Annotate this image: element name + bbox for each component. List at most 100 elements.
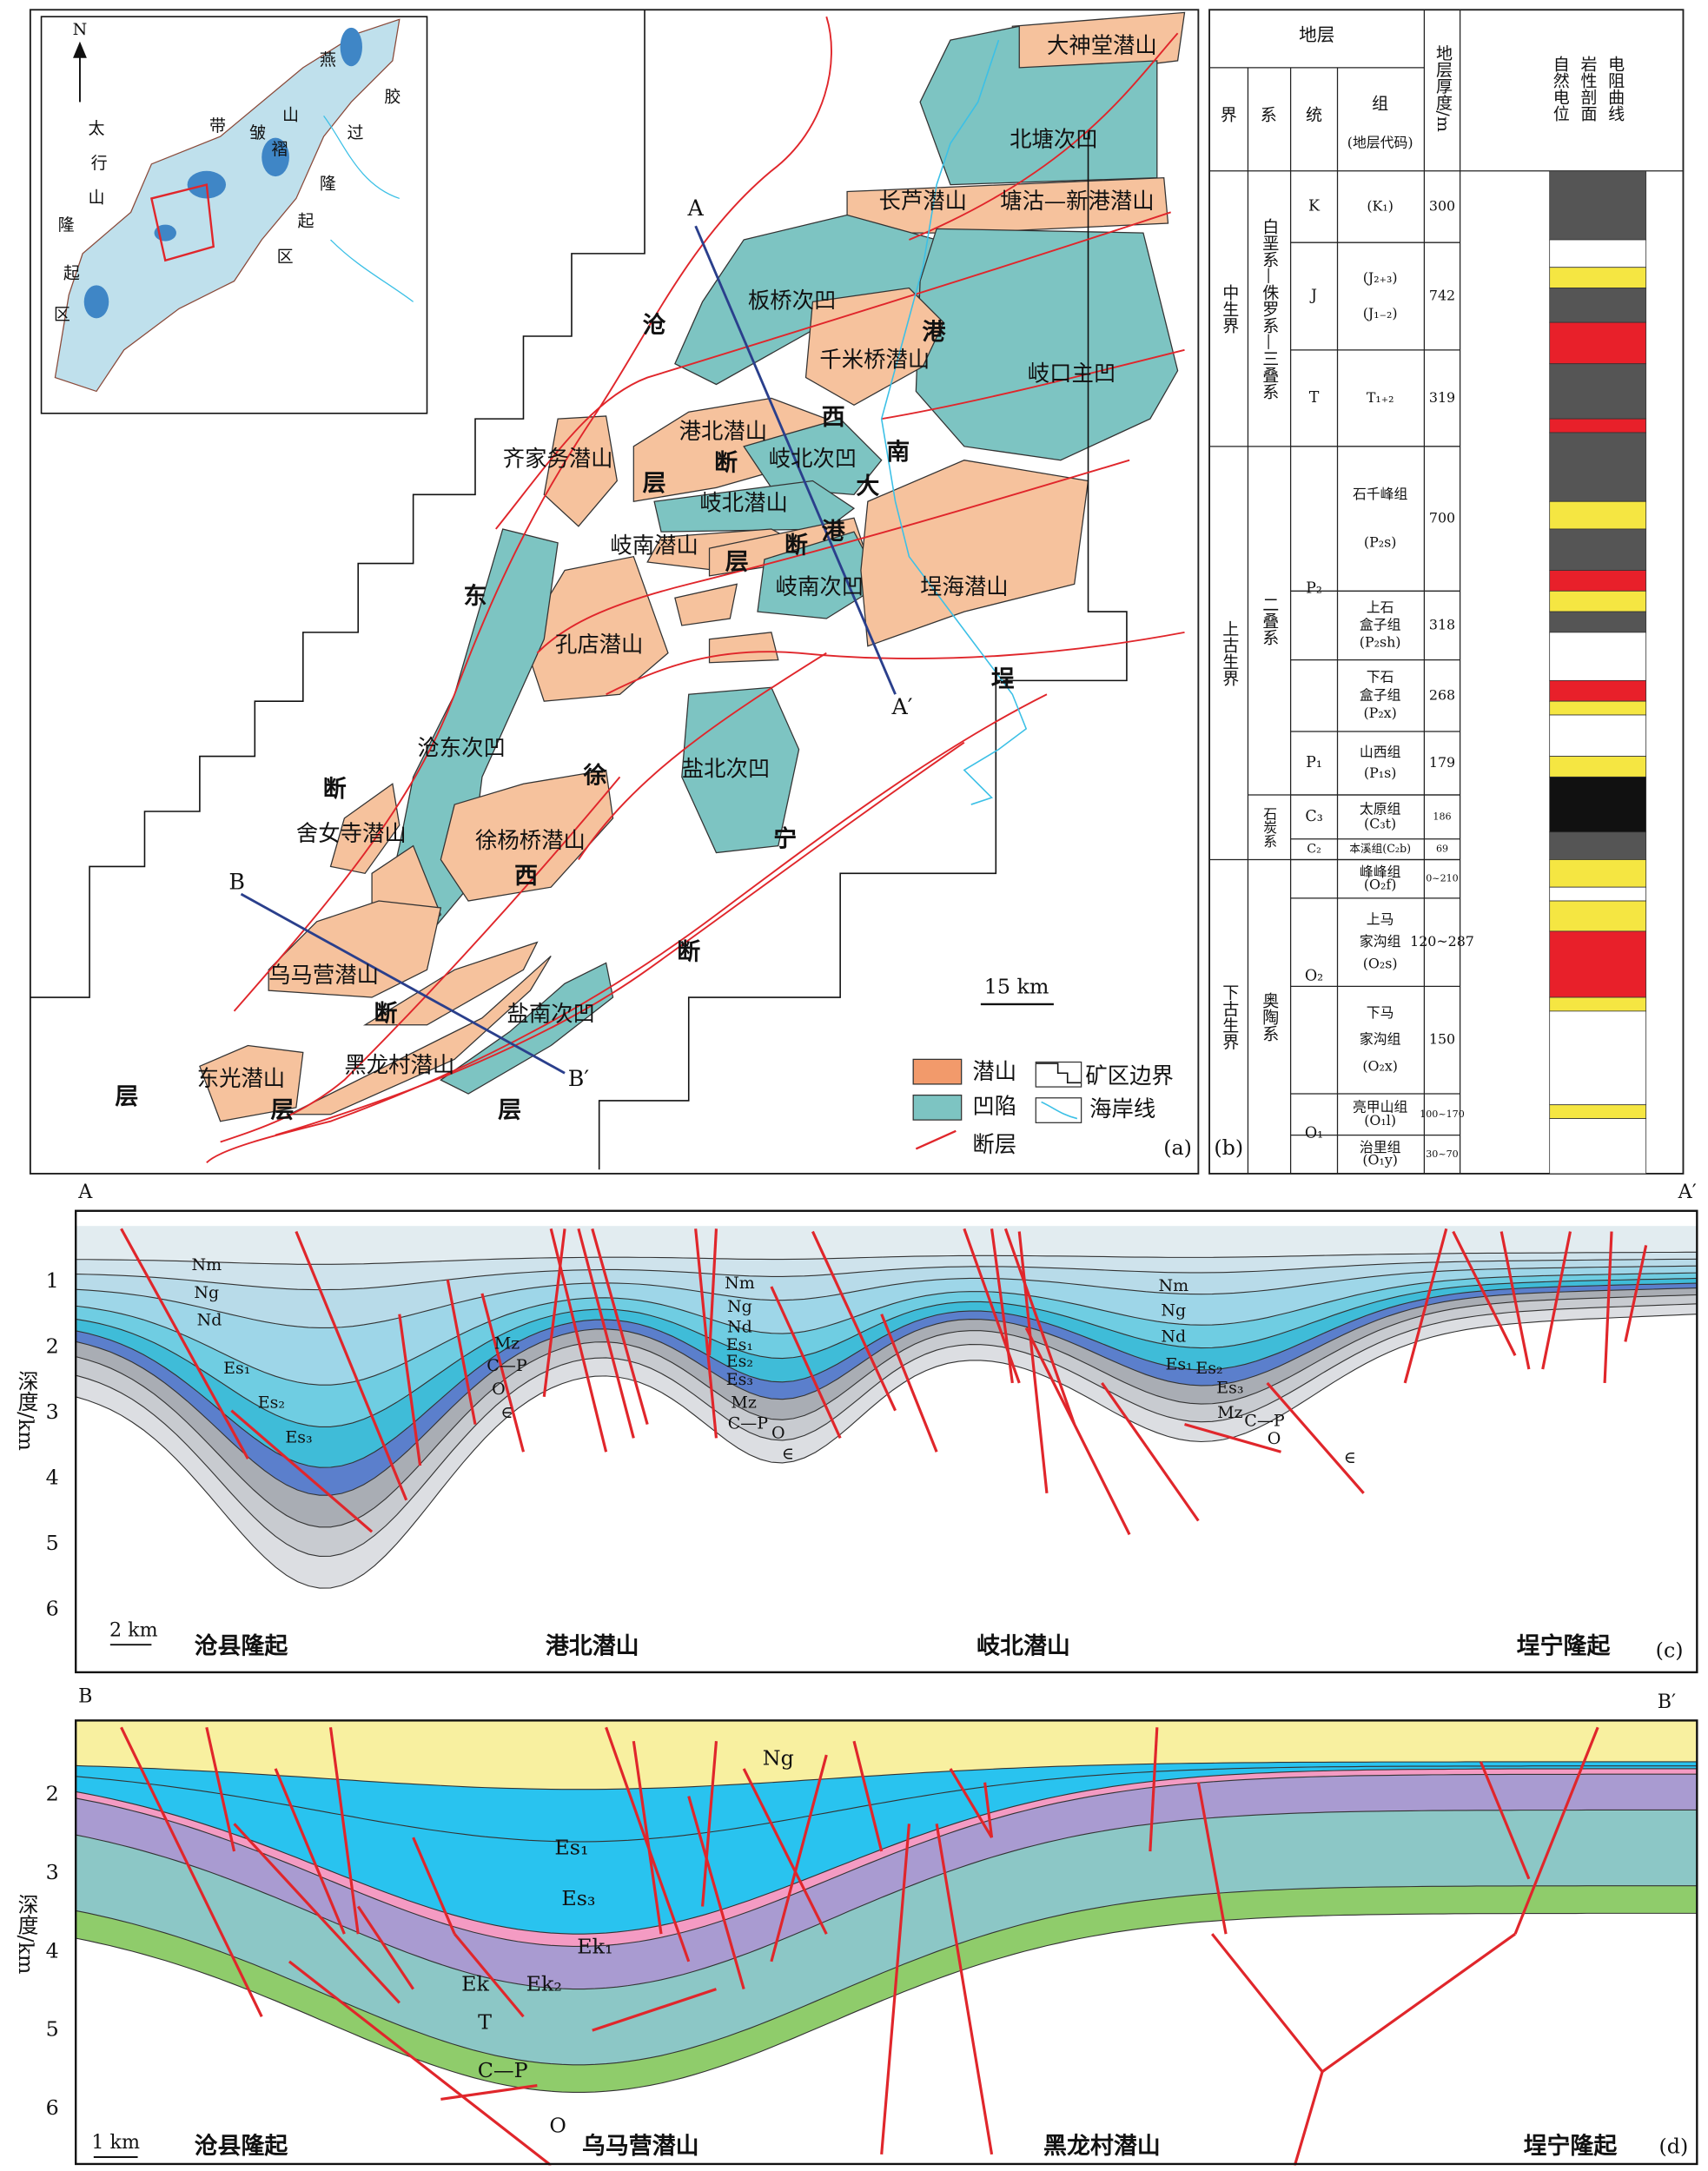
legend-label: 海岸线	[1089, 1095, 1155, 1122]
layer-label: Es₃	[285, 1427, 312, 1446]
fault	[446, 1279, 477, 1425]
lithology-bed	[1549, 930, 1647, 998]
fault	[356, 1905, 414, 1990]
fault	[990, 1228, 1014, 1384]
fault	[1293, 2071, 1324, 2166]
depth-tick: 2	[46, 1782, 59, 1806]
header: 统	[1306, 105, 1322, 124]
layer-label: T	[478, 2010, 492, 2035]
layer-label: Es₁	[1166, 1354, 1193, 1373]
layer-boundary	[76, 1251, 1698, 1265]
lithology-bed	[1549, 831, 1647, 860]
header: 组	[1372, 95, 1388, 114]
unit-label: 岐南潜山	[610, 533, 698, 559]
fault	[935, 1824, 994, 2155]
fault-zone-label: 徐	[582, 761, 606, 789]
series: P₁	[1306, 754, 1322, 771]
inset-label: 燕	[320, 50, 336, 69]
lithology-bed	[1549, 1118, 1647, 1175]
fault-zone-label: 西	[514, 863, 538, 890]
formation: 下马	[1367, 1004, 1394, 1021]
inset-label: 行	[91, 154, 108, 173]
unit-label: 黑龙村潜山	[344, 1051, 454, 1077]
formation: (P₂sh)	[1360, 633, 1401, 650]
unit-label: 舍女寺潜山	[296, 820, 407, 846]
section-c-layers	[76, 1226, 1698, 1672]
formation: 上马	[1367, 911, 1394, 928]
place-label: 沧县隆起	[195, 1632, 289, 1659]
inset-label: 过	[348, 123, 364, 142]
series: J	[1309, 288, 1317, 305]
formation: 本溪组(C₂b)	[1349, 842, 1411, 855]
layer-boundary	[76, 1282, 1698, 1468]
panel-label: (c)	[1656, 1638, 1684, 1663]
inset-label: 带	[209, 116, 226, 136]
fault-zone-label: 西	[822, 404, 845, 431]
fault-zone-label: 断	[677, 938, 700, 965]
fault	[1479, 1761, 1531, 1880]
formation: (O₂f)	[1364, 877, 1397, 893]
unit-label: 埕海潜山	[920, 573, 1008, 599]
layer-label: Es₂	[1195, 1359, 1222, 1378]
layer-label: Es₃	[726, 1370, 753, 1389]
layer-label: C—P	[487, 1356, 527, 1375]
formation: 亮甲山组	[1353, 1098, 1408, 1115]
layer-label: Es₂	[726, 1352, 753, 1371]
fault	[592, 1988, 717, 2032]
system: 白垩系—侏罗系—三叠系	[1260, 217, 1279, 399]
lithology-bed	[1549, 900, 1647, 932]
legend-label: 凹陷	[972, 1093, 1016, 1119]
place-label: 沧县隆起	[195, 2132, 289, 2160]
fault	[701, 1741, 718, 1907]
layer-label: Mz	[1217, 1403, 1243, 1422]
legend-label: 断层	[972, 1131, 1016, 1157]
lithology-bed	[1549, 288, 1647, 323]
layer-boundary	[76, 1761, 1698, 1790]
lithology-bed	[1549, 570, 1647, 592]
inset-label: 太	[88, 119, 104, 138]
inset-label: 隆	[58, 215, 75, 235]
fault	[1184, 1423, 1281, 1453]
thickness: 319	[1429, 389, 1455, 406]
scale-label: 1 km	[91, 2131, 140, 2154]
layer-boundary	[76, 1287, 1698, 1496]
inset-label: 起	[63, 264, 80, 283]
lithology-bed	[1549, 321, 1647, 365]
formation: (J₂₊₃)	[1363, 269, 1398, 286]
inset-label: 褶	[271, 140, 288, 159]
scale-label: 15 km	[984, 974, 1049, 998]
place-label: 埕宁隆起	[1517, 1632, 1612, 1659]
layer-label: Ek₁	[577, 1935, 612, 1959]
formation: (P₂x)	[1363, 705, 1396, 721]
unit-label: 乌马营潜山	[268, 962, 379, 988]
fault	[880, 1314, 938, 1453]
depth-tick: 6	[46, 1596, 59, 1620]
fault	[770, 1754, 828, 1963]
unit-label: 长芦潜山	[879, 188, 967, 214]
fault	[694, 1228, 718, 1439]
formation: (K₁)	[1367, 197, 1394, 214]
layer-label: ∈	[782, 1444, 794, 1463]
profile-label: B′	[568, 1065, 590, 1091]
formation: (C₃t)	[1364, 815, 1396, 831]
fault	[1017, 1231, 1049, 1493]
fault	[412, 1837, 456, 1935]
fault	[1513, 1726, 1599, 1935]
thickness: 0~210	[1426, 873, 1458, 884]
inset-label: 区	[54, 305, 70, 324]
fault-zone-label: 断	[323, 776, 347, 803]
fault	[1003, 1228, 1076, 1426]
panel-label: (b)	[1214, 1135, 1243, 1160]
series: C₂	[1307, 843, 1321, 857]
header: 地层厚度/m	[1433, 44, 1453, 132]
lithology-bed	[1549, 363, 1647, 420]
unit-label: 大神堂潜山	[1047, 32, 1157, 58]
fault	[295, 1230, 408, 1501]
depth-tick: 1	[46, 1268, 59, 1293]
lithology-bed	[1549, 756, 1647, 778]
formation: 峰峰组	[1360, 864, 1401, 880]
lithology-bed	[1549, 700, 1647, 716]
lithology-bed	[1549, 632, 1647, 681]
series: P₂	[1306, 579, 1322, 597]
thickness: 150	[1429, 1031, 1455, 1048]
